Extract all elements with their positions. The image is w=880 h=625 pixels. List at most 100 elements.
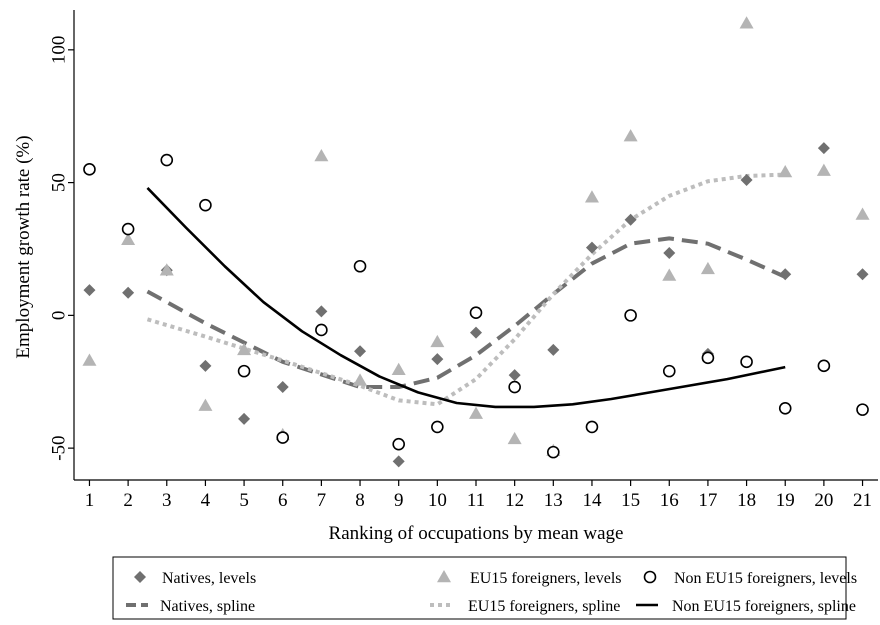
x-tick-label: 13	[544, 490, 563, 511]
data-point	[315, 323, 328, 337]
data-point	[121, 222, 135, 236]
data-point	[855, 207, 870, 220]
data-point	[314, 149, 329, 162]
spline-line	[146, 236, 787, 390]
legend-label: Natives, spline	[160, 598, 255, 615]
x-ticks: 1 2 3 4 5 6 7 8 9 10 11 12 13 14 15 16 17 18 19 20 21	[85, 480, 872, 511]
data-point	[779, 268, 792, 281]
data-point	[83, 284, 96, 297]
data-point	[663, 246, 676, 259]
data-point	[624, 213, 637, 226]
data-point	[276, 431, 290, 444]
x-tick-label: 17	[698, 490, 717, 511]
legend-marker	[437, 570, 451, 583]
x-tick-label: 21	[853, 490, 872, 511]
data-point	[701, 351, 715, 365]
x-tick-label: 16	[660, 490, 679, 511]
legend-label: EU15 foreigners, levels	[470, 570, 622, 587]
data-point	[198, 398, 213, 411]
data-point	[83, 163, 96, 176]
x-tick-label: 5	[239, 490, 249, 511]
x-tick-label: 11	[467, 490, 485, 511]
legend: Natives, levels EU15 foreigners, levels No…	[112, 556, 857, 620]
data-point	[740, 355, 753, 369]
legend-box	[112, 556, 847, 620]
data-point	[237, 364, 251, 378]
y-tick-label: -50	[48, 435, 69, 460]
x-tick-label: 2	[123, 490, 133, 511]
data-point	[353, 373, 368, 386]
spline-lines	[146, 172, 787, 409]
x-tick-label: 12	[505, 490, 524, 511]
legend-marker	[134, 571, 146, 583]
x-tick-label: 8	[355, 490, 365, 511]
data-point	[508, 380, 521, 394]
x-tick-label: 4	[201, 490, 211, 511]
level-points	[82, 16, 870, 468]
data-point	[391, 362, 406, 376]
x-tick-label: 3	[162, 490, 172, 511]
y-tick-label: 100	[48, 36, 69, 64]
x-axis-label: Ranking of occupations by mean wage	[329, 523, 624, 544]
legend-marker	[643, 570, 657, 584]
legend-label: Non EU15 foreigners, levels	[674, 570, 857, 587]
data-point	[856, 403, 869, 416]
y-tick-label: 0	[48, 311, 69, 321]
data-point	[662, 364, 676, 378]
data-point	[739, 16, 754, 29]
data-point	[121, 232, 136, 245]
data-point	[470, 326, 482, 339]
data-point	[662, 268, 677, 281]
data-point	[817, 359, 831, 373]
data-point	[354, 345, 367, 358]
x-tick-label: 7	[317, 490, 327, 511]
data-point	[817, 142, 830, 155]
x-tick-label: 9	[394, 490, 404, 511]
data-point	[507, 431, 522, 445]
spline-line	[146, 172, 786, 407]
y-tick-label: 50	[48, 173, 69, 192]
x-tick-label: 19	[776, 490, 795, 511]
data-point	[778, 402, 792, 415]
legend-label: Non EU15 foreigners, spline	[672, 598, 856, 615]
y-ticks: -50 0 50 100	[48, 36, 74, 461]
data-point	[315, 305, 328, 318]
data-point	[740, 173, 753, 186]
data-point	[624, 309, 637, 322]
data-point	[469, 306, 483, 320]
data-point	[392, 455, 405, 468]
data-point	[700, 261, 715, 275]
data-point	[353, 259, 367, 273]
data-point	[585, 241, 598, 254]
data-point	[160, 153, 174, 167]
data-point	[199, 359, 212, 372]
data-point	[547, 343, 560, 356]
data-point	[431, 420, 444, 434]
data-point	[816, 163, 831, 176]
data-point	[238, 412, 251, 425]
data-point	[469, 406, 483, 419]
data-point	[508, 369, 521, 382]
data-point	[122, 286, 135, 299]
x-tick-label: 10	[428, 490, 447, 511]
x-tick-label: 14	[582, 490, 602, 511]
x-tick-label: 1	[85, 490, 95, 511]
data-point	[856, 268, 869, 281]
data-point	[159, 263, 174, 276]
data-point	[584, 190, 599, 203]
data-point	[547, 445, 560, 459]
data-point	[430, 334, 445, 348]
spline-line	[146, 187, 786, 409]
data-point	[778, 164, 793, 178]
data-point	[276, 381, 289, 394]
data-point	[623, 129, 638, 142]
legend-label: Natives, levels	[162, 570, 256, 587]
data-point	[82, 353, 97, 366]
data-point	[199, 198, 212, 212]
data-point	[431, 353, 444, 366]
x-tick-label: 20	[814, 490, 833, 511]
x-tick-label: 6	[278, 490, 288, 511]
legend-label: EU15 foreigners, spline	[468, 598, 620, 615]
